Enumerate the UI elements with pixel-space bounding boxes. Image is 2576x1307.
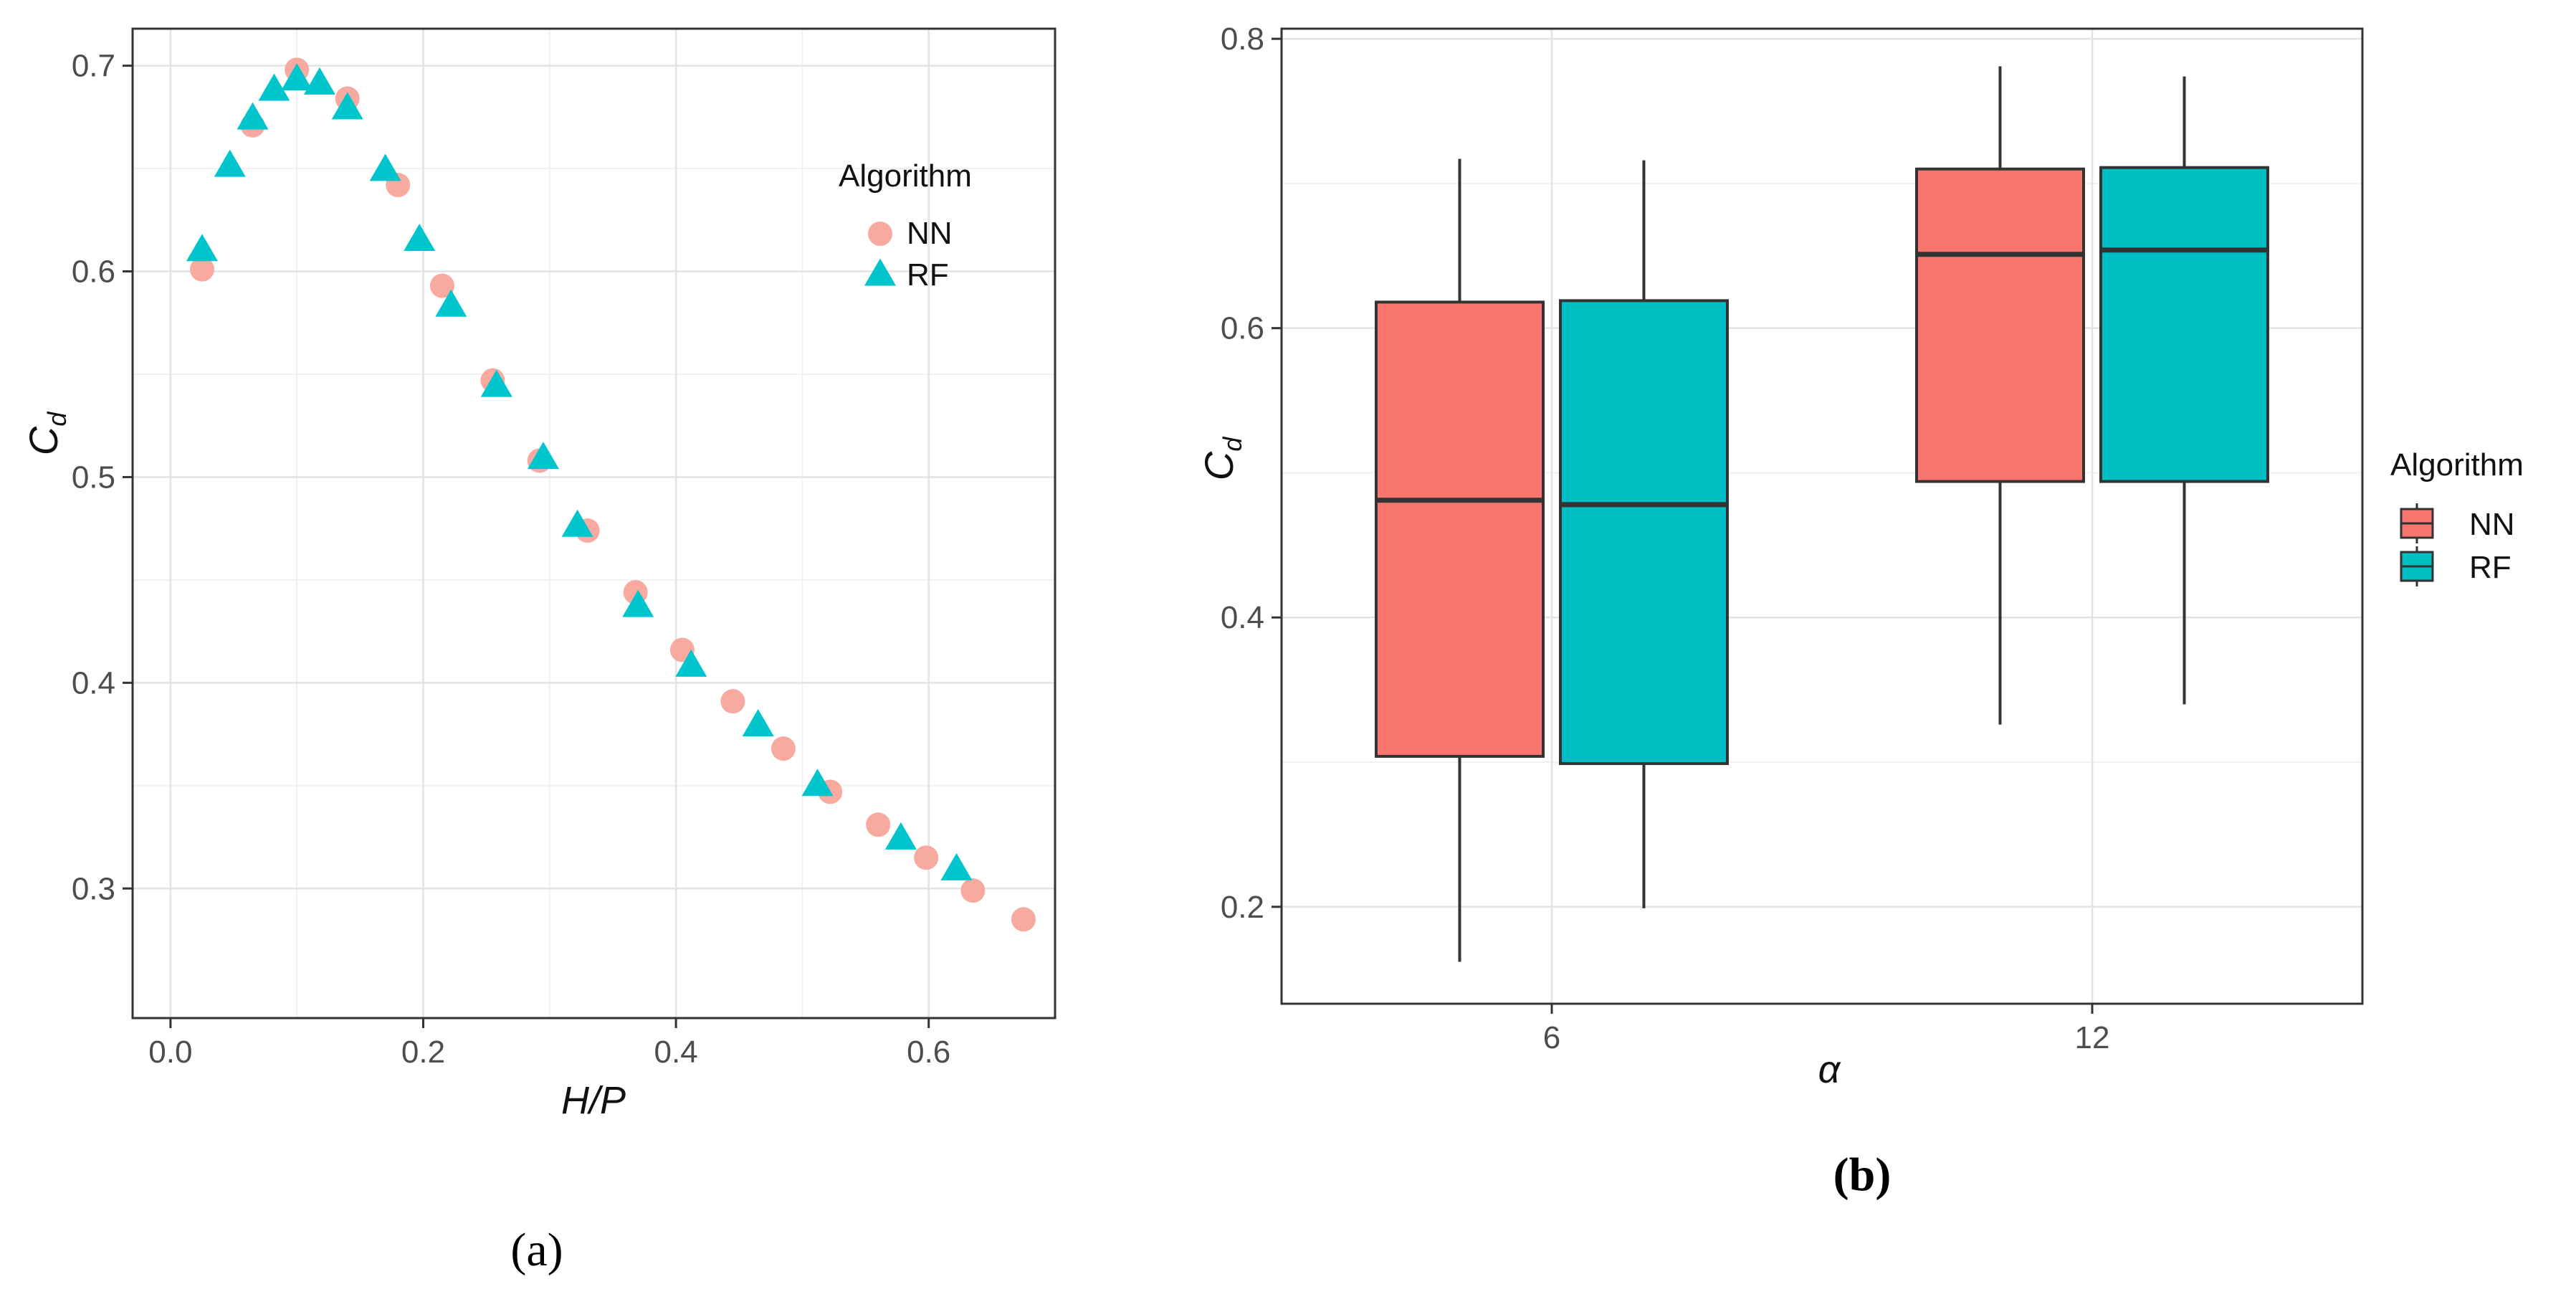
panel-b-legend: Algorithm NN RF [2390, 447, 2524, 586]
panel-a-point-nn [914, 845, 939, 870]
panel-a-legend-key-nn [868, 222, 892, 246]
panel-a-point-rf [369, 153, 401, 181]
panel-a-x-tick-label: 0.6 [907, 1035, 950, 1070]
panel-a-point-rf [258, 73, 290, 101]
panel-a-point-rf [186, 234, 218, 262]
caption-a: (a) [510, 1224, 563, 1276]
panel-b-y-tick-label: 0.6 [1221, 311, 1264, 346]
panel-a-point-rf [675, 649, 707, 677]
panel-b-x-tick-label: 12 [2075, 1020, 2110, 1055]
caption-b: (b) [1833, 1149, 1892, 1201]
panel-b-box-rf-6 [1559, 299, 1729, 766]
panel-a-point-rf [742, 709, 774, 737]
panel-a-y-tick-label: 0.6 [72, 255, 115, 290]
panel-a-point-nn [720, 689, 745, 714]
panel-a-point-nn [189, 257, 214, 282]
panel-a-point-rf [884, 822, 917, 850]
panel-b-box-nn-12 [1915, 167, 2085, 483]
panel-b-legend-label-nn: NN [2469, 507, 2515, 542]
svg-text:Cd: Cd [1196, 437, 1247, 480]
panel-a-gridlines [133, 29, 1055, 1018]
panel-b-ticks: 0.2 0.4 0.6 0.8 6 12 [1221, 22, 2110, 1055]
panel-b-y-tick-label: 0.4 [1221, 600, 1264, 635]
panel-a-point-nn [866, 812, 891, 837]
panel-a-y-tick-label: 0.5 [72, 460, 115, 495]
panel-b-y-axis-title-sub: d [1218, 437, 1247, 452]
panel-a-ticks: 0.0 0.2 0.4 0.6 0.3 0.4 0.5 0.6 0.7 [72, 49, 950, 1070]
panel-b-legend-label-rf: RF [2469, 550, 2511, 585]
panel-a-y-axis-title-main: C [21, 426, 66, 455]
panel-a-point-rf [801, 769, 834, 797]
panel-a-legend-keys [864, 222, 896, 286]
panel-a-point-rf [237, 102, 269, 130]
panel-a-y-tick-label: 0.4 [72, 665, 115, 700]
panel-b-y-axis-title: Cd [1196, 437, 1247, 480]
panel-b-legend-keys [2400, 503, 2434, 586]
panel-b-y-tick-label: 0.2 [1221, 890, 1264, 925]
panel-a-point-nn [429, 273, 454, 298]
panel-a-legend-label-rf: RF [907, 257, 949, 293]
panel-a-legend-key-rf [864, 258, 896, 286]
panel-a-y-tick-label: 0.7 [72, 49, 115, 84]
panel-a-x-tick-label: 0.4 [654, 1035, 698, 1070]
panel-a-legend-title: Algorithm [839, 158, 972, 194]
panel-a-point-rf [622, 589, 654, 617]
panel-b-legend-title: Algorithm [2390, 447, 2524, 483]
panel-a-x-tick-label: 0.0 [148, 1035, 192, 1070]
panel-b-x-axis-title: α [1818, 1048, 1842, 1091]
panel-a-point-rf [331, 92, 363, 120]
panel-b-y-axis-title-main: C [1196, 451, 1241, 480]
panel-a-point-nn [960, 878, 986, 903]
panel-a-points [186, 57, 1036, 932]
panel-b: 0.2 0.4 0.6 0.8 6 12 α Cd Algorithm NN RF (b) [1196, 22, 2524, 1201]
panel-a-point-rf [435, 289, 467, 317]
panel-a-y-tick-label: 0.3 [72, 871, 115, 906]
panel-b-x-tick-label: 6 [1543, 1020, 1560, 1055]
panel-a-point-nn [1011, 907, 1036, 932]
panel-a-legend-label-nn: NN [907, 216, 953, 251]
panel-a-point-rf [214, 149, 246, 177]
panel-b-frame [1280, 27, 2364, 1005]
panel-a-point-nn [771, 736, 796, 761]
panel-a-legend: Algorithm NN RF [839, 158, 972, 293]
panel-a-point-rf [303, 67, 335, 95]
panel-a-x-tick-label: 0.2 [401, 1035, 445, 1070]
panel-a-frame [131, 27, 1056, 1020]
panel-a-x-axis-title: H/P [561, 1079, 626, 1122]
panel-a-point-rf [281, 63, 313, 91]
panel-a-point-rf [404, 223, 436, 251]
panel-a-point-rf [527, 442, 559, 470]
panel-a-y-axis-title-sub: d [42, 412, 72, 427]
panel-a-point-rf [561, 509, 593, 537]
panel-a-y-axis-title: Cd [21, 412, 72, 455]
panel-b-y-tick-label: 0.8 [1221, 22, 1264, 57]
panel-a-point-rf [940, 852, 973, 880]
panel-b-box-rf-12 [2099, 166, 2269, 483]
panel-b-boxes [1375, 66, 2269, 962]
svg-text:Cd: Cd [21, 412, 72, 455]
panel-a: 0.0 0.2 0.4 0.6 0.3 0.4 0.5 0.6 0.7 H/P Cd Algor… [21, 27, 1056, 1276]
panel-b-box-nn-6 [1375, 300, 1545, 758]
panel-a-point-rf [480, 369, 512, 397]
